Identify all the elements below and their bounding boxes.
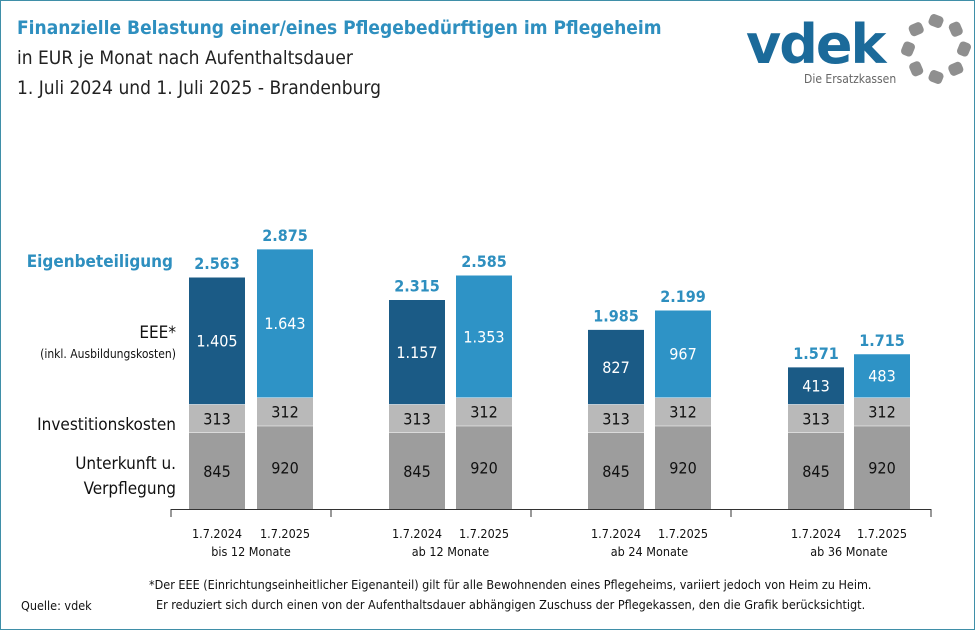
- bar-segment-eee: [189, 277, 245, 405]
- legend-eee-sub: (inkl. Ausbildungskosten): [40, 347, 176, 361]
- data-label-invest: 313: [802, 409, 829, 428]
- bar-segment-invest: [257, 397, 313, 426]
- chart-title: Finanzielle Belastung einer/eines Pflege…: [17, 17, 662, 39]
- total-label: 2.199: [660, 287, 706, 306]
- x-tick-date: 1.7.2025: [857, 526, 907, 541]
- legend-unterkunft-line1: Unterkunft u.: [75, 454, 176, 474]
- bar-segment-unterkunft: [257, 425, 313, 509]
- bar-segment-invest: [854, 397, 910, 426]
- bar-segment-invest: [655, 397, 711, 426]
- legend-eigenbeteiligung: Eigenbeteiligung: [27, 252, 173, 272]
- bar-segment-unterkunft: [655, 425, 711, 509]
- total-label: 2.875: [262, 226, 308, 245]
- data-label-invest: 312: [868, 403, 895, 422]
- bar-segment-unterkunft: [189, 432, 245, 509]
- bar-segment-eee: [854, 353, 910, 398]
- x-tick-date: 1.7.2025: [459, 526, 509, 541]
- bar-segment-unterkunft: [854, 425, 910, 509]
- data-label-unterkunft: 920: [669, 458, 696, 477]
- data-label-unterkunft: 845: [203, 462, 230, 481]
- bar-segment-eee: [655, 309, 711, 398]
- chart-subtitle: in EUR je Monat nach Aufenthaltsdauer: [17, 47, 353, 69]
- x-tick-date: 1.7.2025: [260, 526, 310, 541]
- x-tick-date: 1.7.2024: [591, 526, 641, 541]
- logo-dot: [909, 61, 924, 77]
- logo-dot: [948, 61, 964, 76]
- bar-segment-eee: [588, 329, 644, 405]
- x-tick-date: 1.7.2024: [192, 526, 242, 541]
- bar-segment-invest: [189, 404, 245, 433]
- data-label-invest: 313: [403, 409, 430, 428]
- data-label-eee: 1.157: [396, 343, 437, 362]
- data-label-invest: 313: [203, 409, 230, 428]
- data-label-eee: 1.405: [196, 332, 237, 351]
- total-label: 1.715: [859, 331, 905, 350]
- data-label-eee: 483: [868, 367, 895, 386]
- bar-segment-eee: [257, 248, 313, 398]
- legend-eee: EEE*: [139, 323, 176, 343]
- footnote-line2: Er reduziert sich durch einen von der Au…: [156, 597, 866, 612]
- chart-subtitle-date: 1. Juli 2024 und 1. Juli 2025 - Brandenb…: [17, 77, 381, 99]
- data-label-unterkunft: 920: [470, 458, 497, 477]
- logo-dot: [957, 41, 971, 57]
- bar-segment-unterkunft: [788, 432, 844, 509]
- data-label-unterkunft: 920: [271, 458, 298, 477]
- logo-dot: [948, 21, 963, 37]
- bar-segment-unterkunft: [389, 432, 445, 509]
- total-label: 1.985: [593, 306, 639, 325]
- x-category-label: ab 36 Monate: [810, 544, 887, 559]
- logo-dot: [928, 14, 944, 28]
- data-label-invest: 312: [669, 403, 696, 422]
- logo-dot: [908, 22, 924, 37]
- x-category-label: bis 12 Monate: [211, 544, 291, 559]
- footnote-line1: *Der EEE (Einrichtungseinheitlicher Eige…: [149, 577, 872, 592]
- svg-text:Die Ersatzkassen: Die Ersatzkassen: [804, 72, 896, 86]
- x-category-label: ab 12 Monate: [412, 544, 489, 559]
- data-label-unterkunft: 845: [403, 462, 430, 481]
- total-label: 1.571: [793, 344, 839, 363]
- bar-segment-eee: [788, 366, 844, 405]
- bar-segment-eee: [456, 275, 512, 398]
- source-label: Quelle: vdek: [21, 598, 92, 613]
- x-tick-date: 1.7.2025: [658, 526, 708, 541]
- x-tick-date: 1.7.2024: [791, 526, 841, 541]
- bar-segment-invest: [788, 404, 844, 433]
- data-label-invest: 313: [602, 409, 629, 428]
- svg-text:vdek: vdek: [746, 13, 887, 76]
- vdek-logo: vdek Die Ersatzkassen: [746, 13, 971, 86]
- data-label-invest: 312: [470, 403, 497, 422]
- data-label-eee: 967: [669, 345, 696, 364]
- data-label-unterkunft: 845: [802, 462, 829, 481]
- bar-segment-invest: [588, 404, 644, 433]
- data-label-eee: 1.353: [463, 327, 504, 346]
- total-label: 2.563: [194, 254, 240, 273]
- total-label: 2.585: [461, 252, 507, 271]
- bar-segment-invest: [456, 397, 512, 426]
- legend-invest: Investitionskosten: [37, 415, 176, 435]
- data-label-eee: 1.643: [264, 314, 305, 333]
- bar-segment-unterkunft: [588, 432, 644, 509]
- logo-dot: [928, 70, 944, 84]
- x-category-label: ab 24 Monate: [611, 544, 688, 559]
- logo-dot: [901, 41, 915, 57]
- bar-segment-invest: [389, 404, 445, 433]
- bar-segment-eee: [389, 299, 445, 405]
- data-label-eee: 413: [802, 377, 829, 396]
- total-label: 2.315: [394, 276, 440, 295]
- legend-unterkunft-line2: Verpflegung: [84, 479, 176, 499]
- data-label-unterkunft: 920: [868, 458, 895, 477]
- data-label-invest: 312: [271, 403, 298, 422]
- x-tick-date: 1.7.2024: [392, 526, 442, 541]
- data-label-eee: 827: [602, 358, 629, 377]
- bar-segment-unterkunft: [456, 425, 512, 509]
- data-label-unterkunft: 845: [602, 462, 629, 481]
